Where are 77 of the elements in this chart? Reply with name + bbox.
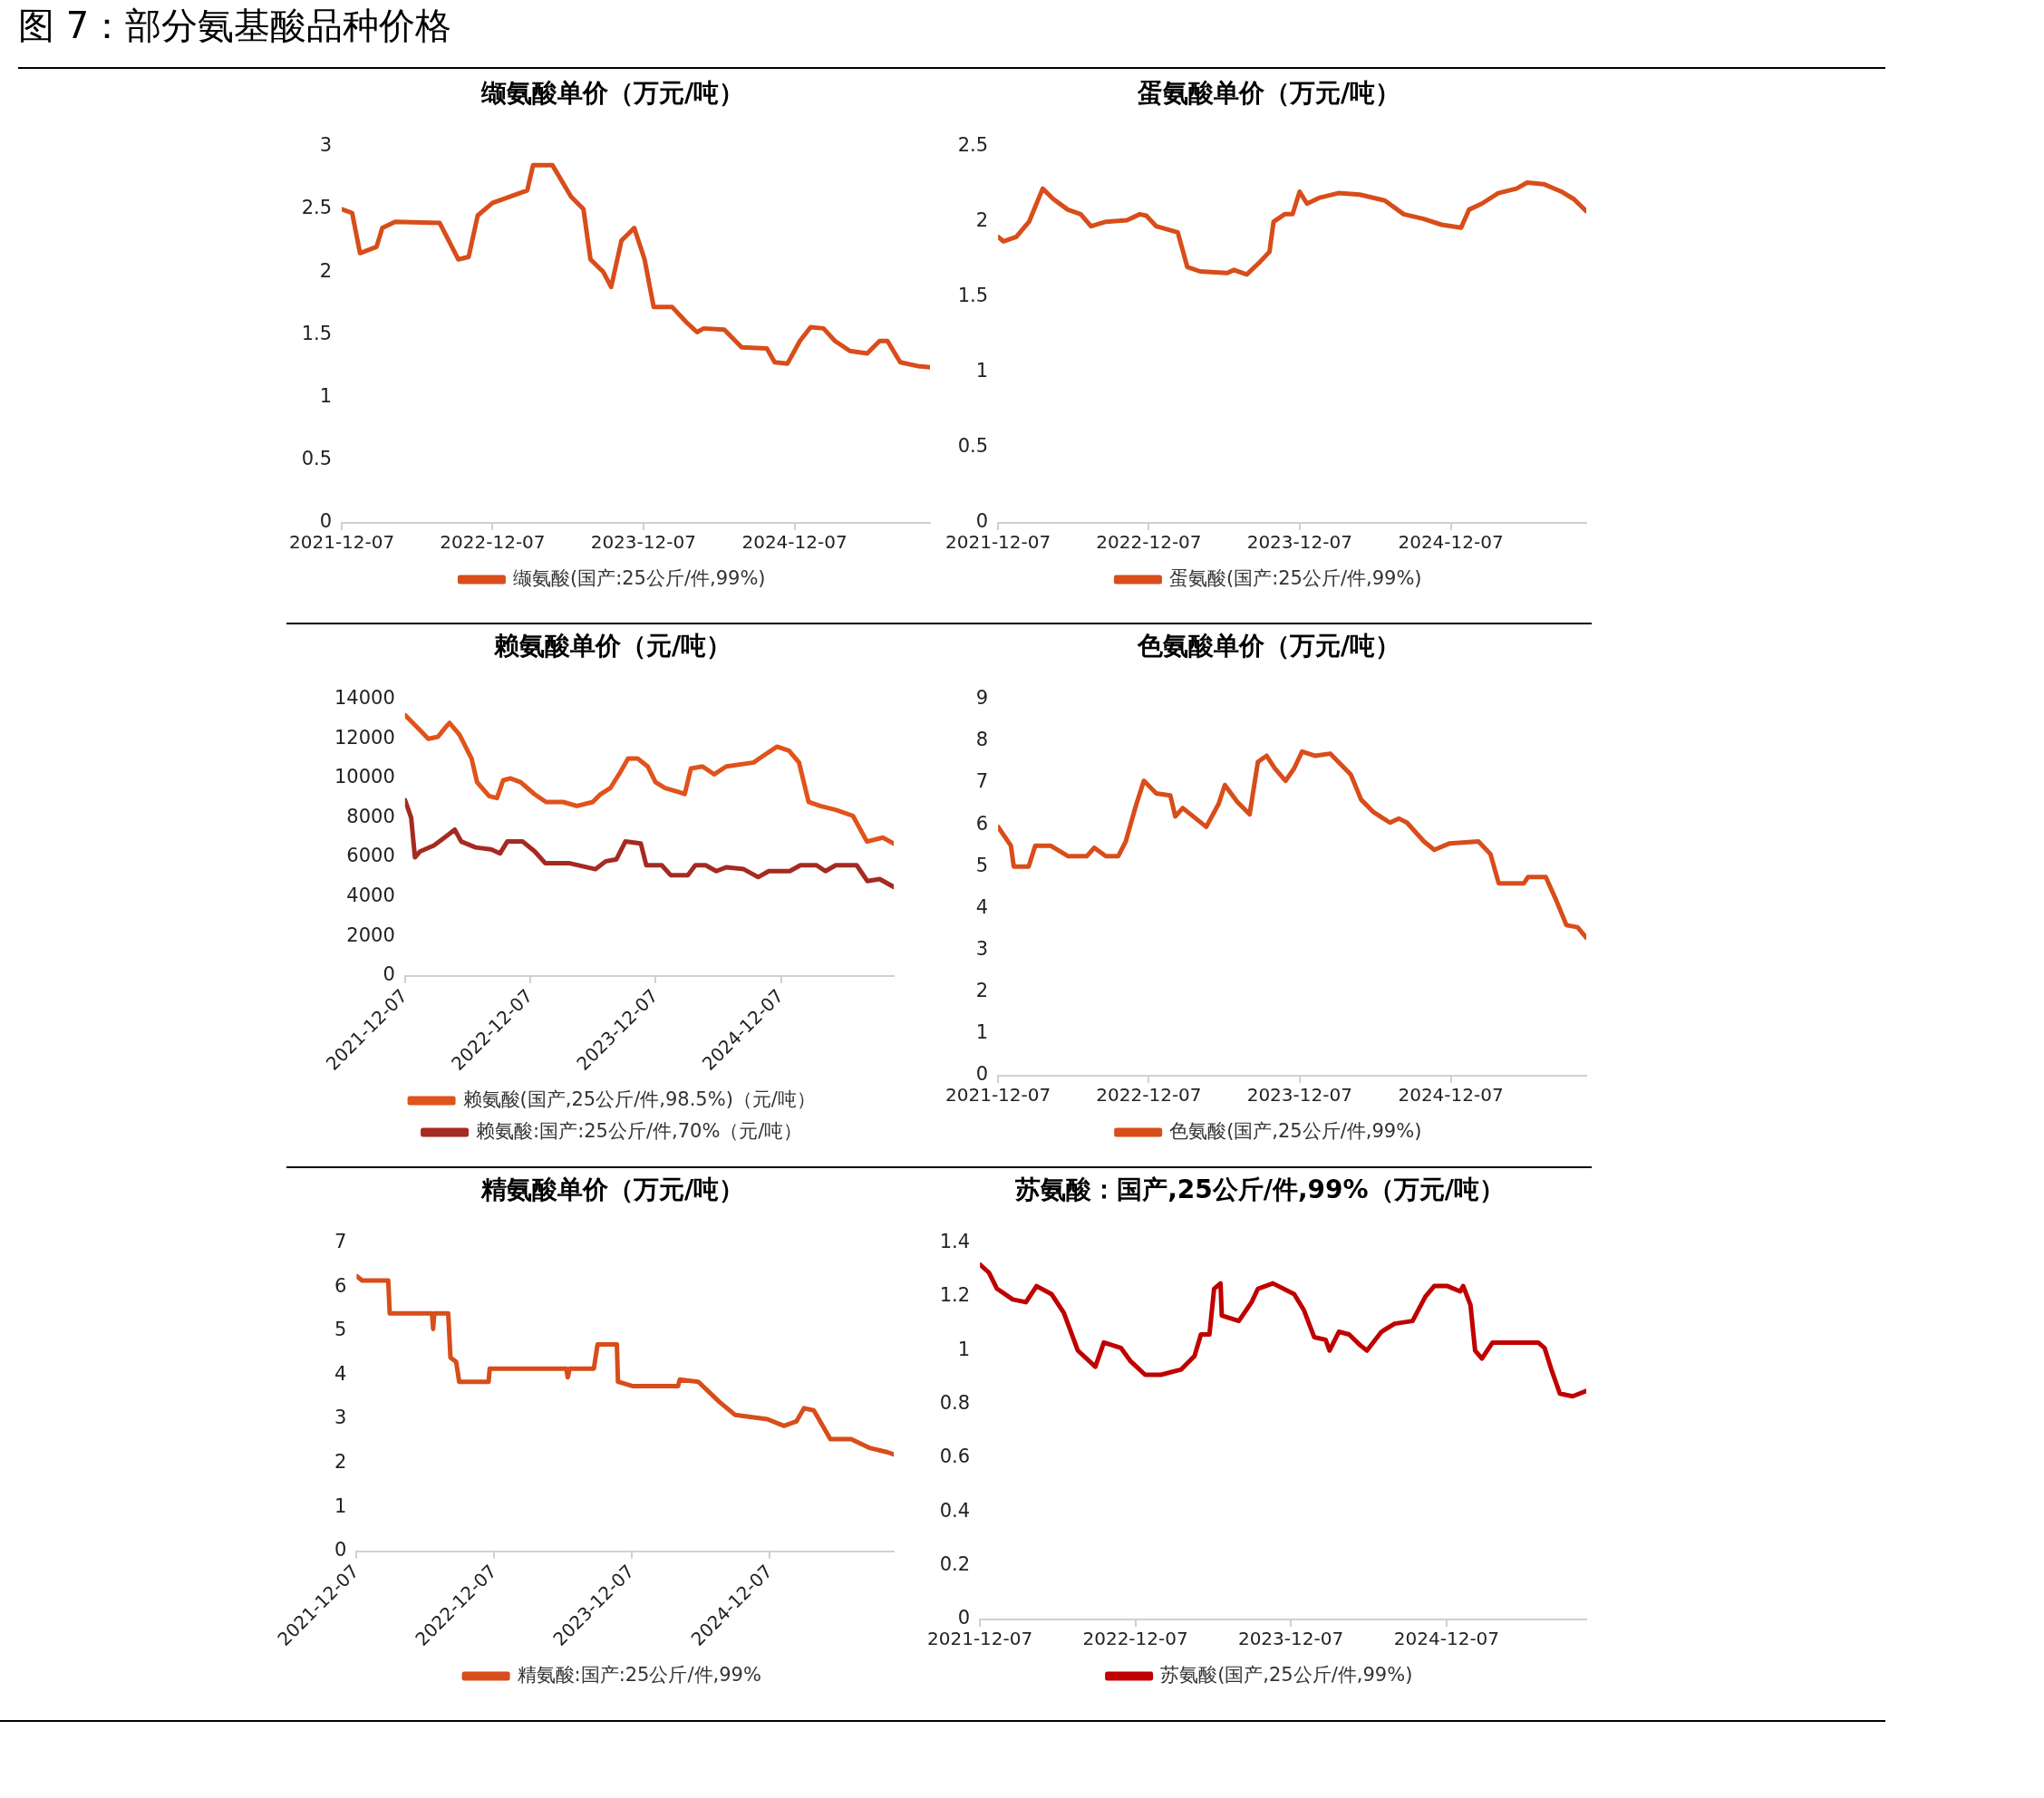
chart-title: 色氨酸单价（万元/吨） (1136, 631, 1401, 662)
legend-label: 苏氨酸(国产,25公斤/件,99%) (1160, 1663, 1413, 1686)
y-tick-label: 2.5 (301, 197, 333, 219)
y-tick-label: 0 (975, 510, 989, 533)
x-tick-label: 2021-12-07 (945, 1084, 1051, 1107)
y-tick-label: 4000 (346, 884, 395, 907)
x-tick-label: 2022-12-07 (1096, 1084, 1202, 1107)
x-tick-label: 2021-12-07 (289, 531, 395, 554)
y-tick-label: 0 (383, 963, 395, 986)
y-tick-label: 8 (975, 729, 989, 751)
x-tick-label: 2023-12-07 (1237, 1628, 1344, 1650)
y-tick-label: 0.2 (939, 1553, 971, 1576)
y-tick-label: 12000 (334, 726, 395, 749)
chart-title: 缬氨酸单价（万元/吨） (480, 78, 745, 109)
caption: 图 7：部分氨基酸品种价格 (18, 0, 1885, 69)
y-tick-label: 5 (334, 1319, 347, 1341)
y-tick-label: 1 (334, 1494, 347, 1517)
y-tick-label: 0 (957, 1607, 971, 1629)
chart-title: 赖氨酸单价（元/吨） (492, 631, 732, 662)
y-tick-label: 14000 (334, 687, 395, 710)
y-tick-label: 2.5 (957, 134, 989, 157)
legend-label: 缬氨酸(国产:25公斤/件,99%) (512, 566, 766, 589)
y-tick-label: 3 (334, 1406, 347, 1429)
x-tick-label: 2024-12-07 (1398, 1084, 1504, 1107)
y-tick-label: 0.6 (939, 1445, 971, 1468)
y-tick-label: 4 (975, 895, 989, 918)
chart-title: 精氨酸单价（万元/吨） (480, 1174, 745, 1205)
y-tick-label: 2 (975, 209, 989, 232)
y-tick-label: 1.4 (939, 1231, 971, 1253)
y-tick-label: 7 (975, 770, 989, 793)
y-tick-label: 3 (319, 134, 333, 157)
y-tick-label: 0 (319, 510, 333, 533)
x-tick-label: 2024-12-07 (1393, 1628, 1500, 1650)
y-tick-label: 1 (957, 1338, 971, 1360)
y-tick-label: 1.5 (301, 322, 333, 344)
y-tick-label: 0.8 (939, 1392, 971, 1415)
y-tick-label: 0 (975, 1063, 989, 1086)
y-tick-label: 4 (334, 1362, 347, 1385)
chart-title: 蛋氨酸单价（万元/吨） (1136, 78, 1401, 109)
y-tick-label: 2 (334, 1451, 347, 1474)
y-tick-label: 1 (975, 360, 989, 382)
legend-label: 色氨酸(国产,25公斤/件,99%) (1169, 1119, 1422, 1142)
x-tick-label: 2024-12-07 (741, 531, 848, 554)
legend-label: 赖氨酸(国产,25公斤/件,98.5%)（元/吨） (462, 1088, 816, 1110)
y-tick-label: 0.5 (957, 435, 989, 458)
y-tick-label: 1.5 (957, 285, 989, 307)
legend-label: 精氨酸:国产:25公斤/件,99% (517, 1663, 761, 1686)
y-tick-label: 6000 (346, 845, 395, 867)
x-tick-label: 2022-12-07 (1096, 531, 1202, 554)
y-tick-label: 0.5 (301, 448, 333, 470)
y-tick-label: 2 (975, 980, 989, 1002)
y-tick-label: 0 (334, 1539, 347, 1561)
x-tick-label: 2022-12-07 (440, 531, 546, 554)
legend-label: 蛋氨酸(国产:25公斤/件,99%) (1168, 566, 1422, 589)
y-tick-label: 9 (975, 687, 989, 710)
x-tick-label: 2021-12-07 (927, 1628, 1033, 1650)
x-tick-label: 2023-12-07 (1246, 531, 1352, 554)
y-tick-label: 0.4 (939, 1499, 971, 1522)
y-tick-label: 10000 (334, 766, 395, 788)
x-tick-label: 2022-12-07 (1082, 1628, 1188, 1650)
y-tick-label: 2000 (346, 923, 395, 946)
y-tick-label: 7 (334, 1231, 347, 1253)
y-tick-label: 8000 (346, 805, 395, 827)
y-tick-label: 1 (319, 384, 333, 407)
y-tick-label: 5 (975, 854, 989, 876)
y-tick-label: 1.2 (939, 1284, 971, 1307)
y-tick-label: 1 (975, 1021, 989, 1044)
y-tick-label: 6 (975, 812, 989, 835)
y-tick-label: 6 (334, 1274, 347, 1297)
x-tick-label: 2023-12-07 (1246, 1084, 1352, 1107)
x-tick-label: 2021-12-07 (945, 531, 1051, 554)
x-tick-label: 2023-12-07 (590, 531, 696, 554)
y-tick-label: 2 (319, 259, 333, 282)
y-tick-label: 3 (975, 937, 989, 960)
chart-title: 苏氨酸：国产,25公斤/件,99%（万元/吨） (1014, 1174, 1505, 1205)
x-tick-label: 2024-12-07 (1398, 531, 1504, 554)
legend-label: 赖氨酸:国产:25公斤/件,70%（元/吨） (476, 1119, 803, 1142)
